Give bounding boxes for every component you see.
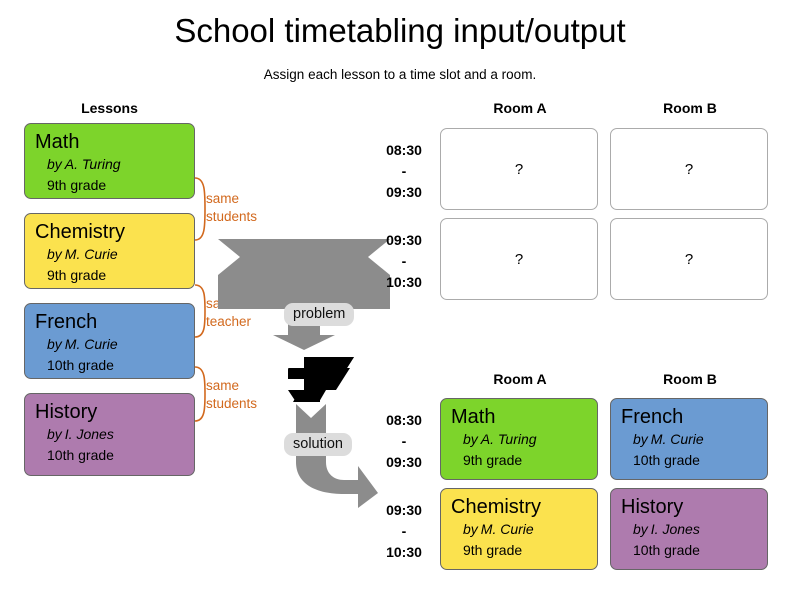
lesson-card-math[interactable]: Math by A. Turing 9th grade bbox=[24, 123, 195, 199]
teacher-name: M. Curie bbox=[650, 431, 704, 447]
input-time-slot-1: 08:30 - 09:30 bbox=[378, 140, 430, 203]
time-end: 10:30 bbox=[386, 544, 422, 560]
by-label: by bbox=[47, 336, 62, 352]
lesson-grade: 10th grade bbox=[633, 542, 700, 558]
output-time-slot-1: 08:30 - 09:30 bbox=[378, 410, 430, 473]
unassigned-placeholder: ? bbox=[684, 160, 694, 178]
teacher-name: M. Curie bbox=[64, 246, 118, 262]
lesson-teacher: by A. Turing bbox=[451, 429, 587, 450]
constraint-line-1: same bbox=[206, 378, 240, 393]
lesson-teacher: by M. Curie bbox=[35, 244, 184, 265]
by-label: by bbox=[463, 521, 478, 537]
input-room-header-a: Room A bbox=[493, 100, 547, 116]
timefold-logo bbox=[288, 357, 354, 402]
constraint-bracket-1 bbox=[194, 177, 206, 241]
page-title: School timetabling input/output bbox=[174, 12, 626, 49]
lesson-grade: 9th grade bbox=[47, 267, 107, 283]
unassigned-placeholder: ? bbox=[684, 250, 694, 268]
time-dash: - bbox=[401, 163, 407, 179]
time-end: 09:30 bbox=[386, 454, 422, 470]
solution-flow-arrow bbox=[296, 404, 378, 508]
lesson-teacher: by A. Turing bbox=[35, 154, 184, 175]
lesson-card-history[interactable]: History by I. Jones 10th grade bbox=[24, 393, 195, 476]
output-cell-slot1-room-a[interactable]: Math by A. Turing 9th grade bbox=[440, 398, 598, 480]
by-label: by bbox=[463, 431, 478, 447]
output-cell-slot2-room-a[interactable]: Chemistry by M. Curie 9th grade bbox=[440, 488, 598, 570]
constraint-label-3: same students bbox=[206, 377, 257, 413]
teacher-name: I. Jones bbox=[650, 521, 700, 537]
lesson-card-french[interactable]: French by M. Curie 10th grade bbox=[24, 303, 195, 379]
by-label: by bbox=[633, 431, 648, 447]
constraint-line-2: teacher bbox=[206, 314, 252, 329]
constraint-line-2: students bbox=[206, 209, 258, 224]
lesson-subject: French bbox=[621, 406, 684, 428]
time-dash: - bbox=[401, 523, 407, 539]
input-room-header-b: Room B bbox=[663, 100, 717, 116]
lessons-caption: Lessons bbox=[81, 100, 138, 116]
constraint-bracket-2 bbox=[194, 284, 206, 338]
lesson-subject: French bbox=[35, 311, 98, 333]
lesson-subject: History bbox=[621, 496, 684, 518]
lesson-card-chemistry[interactable]: Chemistry by M. Curie 9th grade bbox=[24, 213, 195, 289]
input-cell-slot2-room-a[interactable]: ? bbox=[440, 218, 598, 300]
input-cell-slot1-room-a[interactable]: ? bbox=[440, 128, 598, 210]
lesson-grade: 9th grade bbox=[47, 177, 107, 193]
lesson-subject: Chemistry bbox=[35, 221, 126, 243]
time-start: 08:30 bbox=[386, 142, 422, 158]
input-cell-slot2-room-b[interactable]: ? bbox=[610, 218, 768, 300]
lesson-subject: Math bbox=[35, 131, 80, 153]
problem-pill: problem bbox=[284, 303, 355, 326]
constraint-line-2: students bbox=[206, 396, 258, 411]
lesson-teacher: by M. Curie bbox=[621, 429, 757, 450]
teacher-name: M. Curie bbox=[64, 336, 118, 352]
time-start: 08:30 bbox=[386, 412, 422, 428]
input-cell-slot1-room-b[interactable]: ? bbox=[610, 128, 768, 210]
lesson-grade: 9th grade bbox=[463, 452, 523, 468]
unassigned-placeholder: ? bbox=[514, 160, 524, 178]
output-time-slot-2: 09:30 - 10:30 bbox=[378, 500, 430, 563]
page-subtitle: Assign each lesson to a time slot and a … bbox=[263, 67, 537, 82]
output-cell-slot2-room-b[interactable]: History by I. Jones 10th grade bbox=[610, 488, 768, 570]
constraint-bracket-3 bbox=[194, 366, 206, 422]
teacher-name: A. Turing bbox=[480, 431, 537, 447]
by-label: by bbox=[47, 426, 62, 442]
time-end: 10:30 bbox=[386, 274, 422, 290]
lesson-teacher: by M. Curie bbox=[451, 519, 587, 540]
output-room-header-b: Room B bbox=[663, 371, 717, 387]
time-dash: - bbox=[401, 253, 407, 269]
lesson-grade: 9th grade bbox=[463, 542, 523, 558]
lesson-grade: 10th grade bbox=[47, 447, 114, 463]
lesson-teacher: by M. Curie bbox=[35, 334, 184, 355]
by-label: by bbox=[633, 521, 648, 537]
constraint-line-1: same bbox=[206, 191, 240, 206]
lesson-subject: Math bbox=[451, 406, 496, 428]
time-start: 09:30 bbox=[386, 232, 422, 248]
input-time-slot-2: 09:30 - 10:30 bbox=[378, 230, 430, 293]
problem-label: problem bbox=[293, 306, 346, 322]
time-start: 09:30 bbox=[386, 502, 422, 518]
by-label: by bbox=[47, 156, 62, 172]
lesson-teacher: by I. Jones bbox=[621, 519, 757, 540]
solution-label: solution bbox=[293, 436, 343, 452]
time-dash: - bbox=[401, 433, 407, 449]
lesson-teacher: by I. Jones bbox=[35, 424, 184, 445]
constraint-label-1: same students bbox=[206, 190, 257, 226]
teacher-name: I. Jones bbox=[64, 426, 114, 442]
solution-pill: solution bbox=[284, 433, 352, 456]
unassigned-placeholder: ? bbox=[514, 250, 524, 268]
time-end: 09:30 bbox=[386, 184, 422, 200]
lesson-subject: History bbox=[35, 401, 98, 423]
teacher-name: M. Curie bbox=[480, 521, 534, 537]
lesson-grade: 10th grade bbox=[47, 357, 114, 373]
lesson-grade: 10th grade bbox=[633, 452, 700, 468]
output-cell-slot1-room-b[interactable]: French by M. Curie 10th grade bbox=[610, 398, 768, 480]
teacher-name: A. Turing bbox=[64, 156, 121, 172]
problem-flow-arrow bbox=[218, 239, 390, 350]
lesson-subject: Chemistry bbox=[451, 496, 542, 518]
by-label: by bbox=[47, 246, 62, 262]
output-room-header-a: Room A bbox=[493, 371, 547, 387]
